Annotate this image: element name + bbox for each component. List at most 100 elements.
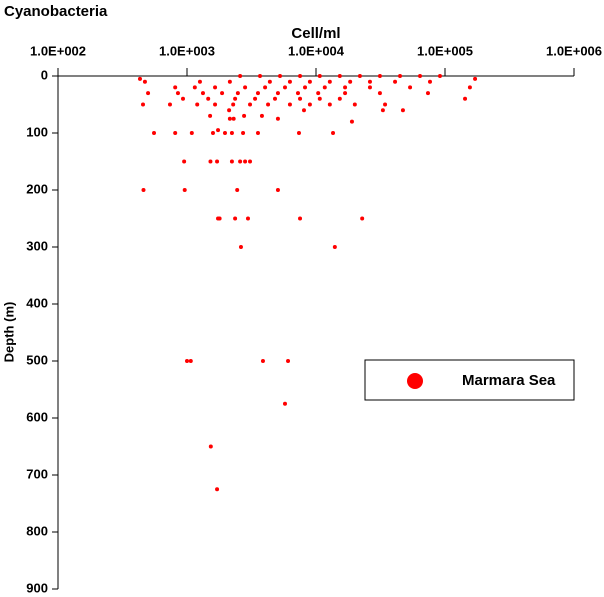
point (275, 91, 280, 96)
point (298, 216, 303, 221)
y-tick-label: 500 (26, 352, 48, 367)
point (286, 359, 291, 363)
point (473, 76, 478, 81)
point (307, 102, 312, 107)
point (173, 85, 178, 90)
point (137, 76, 142, 81)
point (317, 74, 322, 78)
point (180, 96, 185, 101)
point (213, 85, 218, 90)
point (343, 91, 348, 96)
point (343, 85, 348, 90)
point (408, 85, 413, 90)
point (233, 216, 238, 221)
point (217, 216, 222, 221)
point (215, 159, 220, 164)
point (253, 96, 258, 101)
y-tick-label: 600 (26, 409, 48, 424)
point (348, 79, 353, 84)
point (175, 91, 180, 96)
point (243, 159, 248, 164)
y-tick-label: 200 (26, 181, 48, 196)
point (260, 359, 265, 363)
x-tick-label: 1.0E+006 (546, 43, 602, 58)
point (238, 245, 243, 249)
point (337, 96, 342, 101)
point (295, 91, 300, 96)
point (241, 131, 246, 135)
y-tick-label: 100 (26, 124, 48, 139)
point (425, 91, 430, 96)
point (317, 96, 322, 101)
point (238, 159, 243, 164)
point (257, 74, 262, 78)
y-axis-label: Depth (m) (1, 302, 16, 363)
chart-title: Cyanobacteria (4, 3, 108, 20)
point (383, 102, 388, 107)
point (141, 102, 146, 107)
point (229, 159, 234, 164)
point (332, 245, 337, 249)
x-tick-label: 1.0E+002 (30, 43, 86, 58)
point (282, 85, 287, 90)
point (307, 79, 312, 84)
point (278, 74, 283, 78)
point (208, 159, 213, 164)
point (263, 85, 268, 90)
legend-box (364, 359, 575, 401)
point (167, 102, 172, 107)
y-tick-label: 400 (26, 295, 48, 310)
point (189, 131, 194, 135)
point (266, 102, 271, 107)
point (229, 131, 234, 135)
point (316, 91, 321, 96)
point (367, 79, 372, 84)
point (322, 85, 327, 90)
point (463, 96, 468, 101)
point (287, 79, 292, 84)
point (216, 128, 221, 133)
point (275, 188, 280, 192)
point (141, 188, 146, 192)
point (248, 159, 253, 164)
point (206, 96, 211, 101)
point (245, 216, 250, 221)
y-tick-label: 700 (26, 466, 48, 481)
point (437, 74, 442, 78)
point (182, 188, 187, 192)
point (255, 131, 260, 135)
x-tick-label: 1.0E+003 (159, 43, 215, 58)
point (327, 79, 332, 84)
point (275, 116, 280, 121)
point (337, 74, 342, 78)
point (233, 96, 238, 101)
y-tick-label: 900 (26, 580, 48, 595)
point (227, 79, 232, 84)
point (296, 131, 301, 135)
point (146, 91, 151, 96)
y-tick-label: 0 (41, 67, 48, 82)
point (231, 102, 236, 107)
legend-label: Marmara Sea (462, 372, 556, 389)
point (220, 91, 225, 96)
point (235, 188, 240, 192)
point (242, 113, 247, 118)
point (352, 102, 357, 107)
point (282, 401, 287, 406)
point (182, 159, 187, 164)
point (188, 359, 193, 363)
point (301, 108, 306, 113)
point (227, 108, 232, 113)
x-tick-label: 1.0E+005 (417, 43, 473, 58)
point (331, 131, 336, 135)
point (298, 74, 303, 78)
point (200, 91, 205, 96)
point (298, 96, 303, 101)
y-tick-label: 300 (26, 238, 48, 253)
point (327, 102, 332, 107)
point (467, 85, 472, 90)
point (349, 119, 354, 124)
x-tick-label: 1.0E+004 (288, 43, 345, 58)
point (360, 216, 365, 221)
